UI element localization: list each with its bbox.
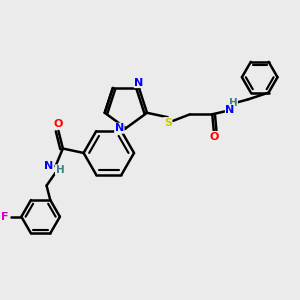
Text: O: O [209, 131, 218, 142]
Text: N: N [134, 78, 144, 88]
Text: N: N [115, 123, 124, 133]
Text: H: H [229, 98, 237, 108]
Text: F: F [1, 212, 9, 222]
Text: O: O [53, 119, 62, 129]
Text: N: N [225, 105, 235, 115]
Text: H: H [56, 165, 64, 175]
Text: N: N [44, 161, 54, 171]
Text: S: S [164, 118, 172, 128]
